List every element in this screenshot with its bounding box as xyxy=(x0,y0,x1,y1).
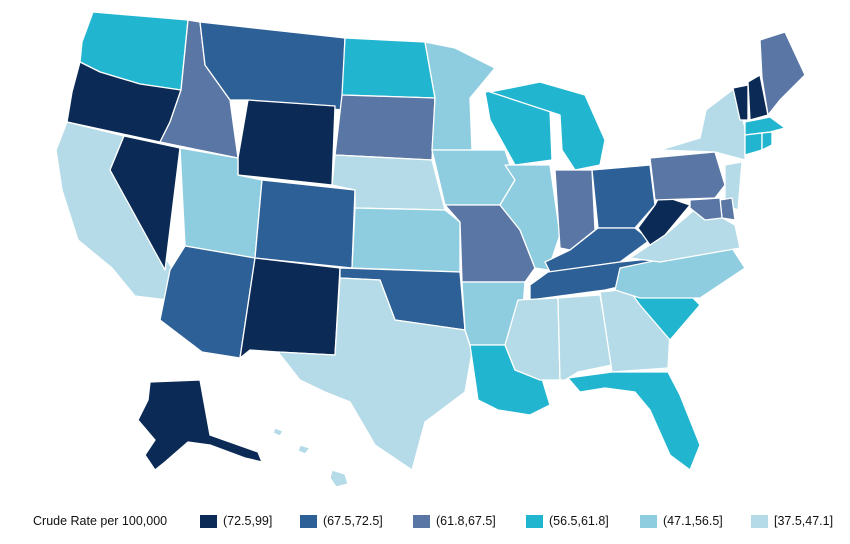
state-ak[interactable] xyxy=(137,379,263,471)
legend-item-bin-4: (56.5,61.8] xyxy=(526,514,609,528)
legend-label: (61.8,67.5] xyxy=(436,514,496,528)
state-fl[interactable] xyxy=(567,371,701,471)
state-md[interactable] xyxy=(689,197,723,221)
state-az[interactable] xyxy=(159,245,256,359)
legend-swatch xyxy=(526,514,543,528)
state-ct[interactable] xyxy=(744,132,763,156)
legend-item-bin-2: (67.5,72.5] xyxy=(300,514,383,528)
legend-item-bin-3: (61.8,67.5] xyxy=(413,514,496,528)
legend-swatch xyxy=(300,514,317,528)
state-sd[interactable] xyxy=(334,94,436,161)
state-vt[interactable] xyxy=(732,84,749,121)
state-wy[interactable] xyxy=(237,99,336,186)
state-ia[interactable] xyxy=(431,149,516,206)
legend-label: (67.5,72.5] xyxy=(323,514,383,528)
legend-label: [37.5,47.1] xyxy=(774,514,834,528)
state-il[interactable] xyxy=(499,164,561,271)
legend-swatch xyxy=(751,514,768,528)
us-choropleth-map xyxy=(55,11,806,488)
map-canvas xyxy=(55,11,806,488)
state-hi[interactable] xyxy=(272,427,349,488)
state-pa[interactable] xyxy=(649,151,726,201)
state-ks[interactable] xyxy=(351,207,461,273)
state-mi[interactable] xyxy=(489,81,606,171)
legend: Crude Rate per 100,000 (72.5,99] (67.5,7… xyxy=(0,500,850,540)
legend-title: Crude Rate per 100,000 xyxy=(33,514,168,528)
state-oh[interactable] xyxy=(591,164,656,229)
legend-swatch xyxy=(200,514,217,528)
state-nd[interactable] xyxy=(341,37,436,99)
state-mn[interactable] xyxy=(424,41,496,151)
legend-swatch xyxy=(640,514,657,528)
state-tx[interactable] xyxy=(277,277,473,471)
state-ri[interactable] xyxy=(761,131,773,151)
state-me[interactable] xyxy=(759,31,806,116)
state-ma[interactable] xyxy=(744,116,786,136)
legend-item-bin-6: [37.5,47.1] xyxy=(751,514,833,528)
state-nm[interactable] xyxy=(239,257,341,359)
legend-item-bin-1: (72.5,99] xyxy=(200,514,272,528)
legend-label: (72.5,99] xyxy=(223,514,273,528)
legend-item-bin-5: (47.1,56.5] xyxy=(640,514,723,528)
state-co[interactable] xyxy=(254,179,356,269)
state-nv[interactable] xyxy=(109,135,181,271)
legend-label: (56.5,61.8] xyxy=(549,514,609,528)
legend-label: (47.1,56.5] xyxy=(663,514,723,528)
legend-swatch xyxy=(413,514,430,528)
state-ny[interactable] xyxy=(659,87,746,161)
